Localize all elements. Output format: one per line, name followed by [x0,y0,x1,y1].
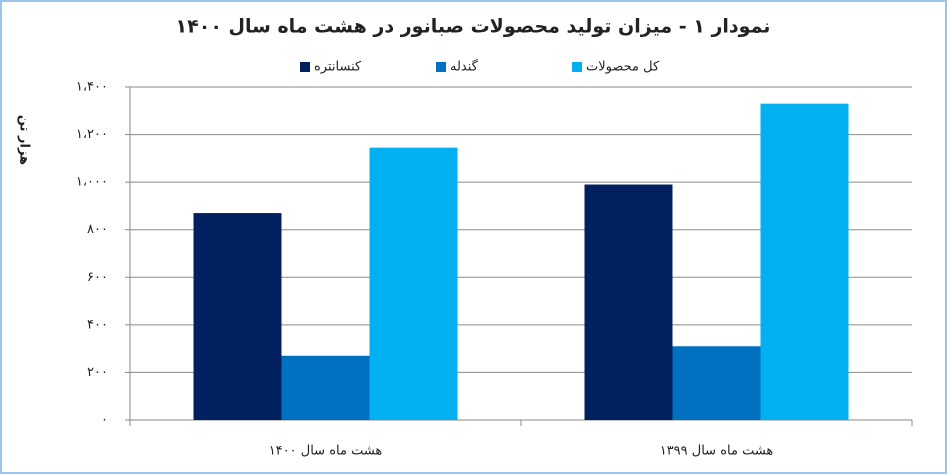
bar [672,346,761,420]
legend-label: گندله [450,59,479,75]
bar [760,103,849,421]
chart-title: نمودار ۱ - میزان تولید محصولات صبانور در… [176,16,771,38]
legend-swatch [436,62,446,72]
y-tick-label: ۴۰۰ [87,317,108,332]
y-tick-label: ۱،۴۰۰ [76,80,108,95]
x-tick-label: هشت ماه سال ۱۳۹۹ [660,444,774,459]
y-tick-label: ۶۰۰ [87,270,108,285]
bar [369,147,458,420]
bar [193,213,282,420]
y-tick-label: ۲۰۰ [87,365,108,380]
x-tick-label: هشت ماه سال ۱۴۰۰ [269,444,383,459]
legend-swatch [572,62,582,72]
legend-label: کل محصولات [586,60,660,75]
legend-swatch [300,62,310,72]
y-tick-label: ۰ [101,413,108,428]
bar [584,184,673,420]
bar [281,355,370,420]
legend-label: کنسانتره [314,60,362,75]
y-tick-label: ۸۰۰ [87,222,108,237]
y-tick-label: ۱،۲۰۰ [76,127,108,142]
y-tick-label: ۱،۰۰۰ [76,175,108,190]
y-axis-label: هزار تن [17,115,32,165]
